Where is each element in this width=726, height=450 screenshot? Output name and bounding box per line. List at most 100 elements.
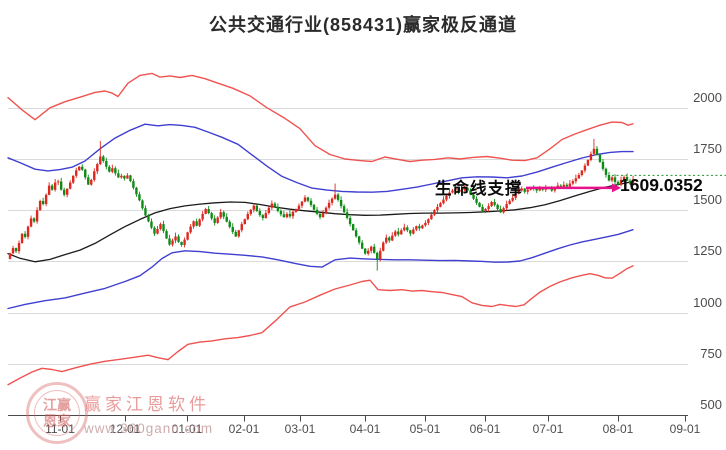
candle-body: [466, 187, 469, 191]
candle-body: [463, 187, 466, 190]
candle-body: [523, 188, 526, 192]
candle-body: [604, 168, 608, 175]
candle-body: [23, 233, 27, 237]
candle-body: [195, 221, 198, 226]
candle-body: [613, 177, 617, 182]
x-axis-label: 09-01: [669, 422, 701, 436]
candle-body: [568, 183, 572, 187]
lifeline-price-label: 1609.0352: [620, 175, 703, 195]
watermark-seal-characters: 江赢 恩家: [34, 390, 80, 436]
candle-body: [345, 212, 349, 218]
candle-body: [300, 201, 304, 206]
candle-body: [47, 185, 51, 195]
candle-body: [141, 200, 144, 209]
support-arrow-head: [612, 183, 621, 193]
candle-body: [520, 188, 523, 191]
candle-body: [159, 224, 162, 229]
candle-body: [65, 188, 69, 195]
lower-blue-line: [7, 228, 634, 310]
y-axis-label: 1750: [693, 141, 722, 156]
candle-body: [592, 148, 596, 154]
candle-body: [499, 209, 502, 213]
y-axis-label: 500: [700, 397, 722, 412]
candle-body: [354, 230, 358, 237]
candle-body: [291, 211, 295, 217]
candle-body: [394, 231, 397, 236]
candle-body: [559, 185, 563, 187]
candle-body: [50, 185, 54, 190]
candle-body: [252, 205, 256, 210]
candle-body: [249, 209, 252, 214]
watermark-brand: 赢家江恩软件: [84, 395, 210, 414]
x-axis-label: 08-01: [602, 422, 634, 436]
candle-body: [246, 213, 249, 220]
candle-body: [571, 181, 575, 184]
candle-body: [496, 204, 499, 209]
candle-body: [41, 201, 45, 205]
candle-body: [123, 175, 126, 179]
y-axis-label: 1500: [693, 192, 722, 208]
candle-body: [117, 173, 120, 178]
candle-body: [616, 181, 620, 185]
candle-body: [360, 242, 364, 249]
candle-body: [84, 169, 87, 178]
x-axis-label: 05-01: [409, 422, 441, 436]
candle-body: [493, 202, 496, 205]
candle-body: [261, 215, 265, 218]
candle-body: [62, 189, 66, 195]
candle-body: [225, 216, 228, 222]
candle-body: [427, 219, 430, 223]
candle-body: [108, 166, 111, 172]
candle-body: [132, 181, 135, 188]
candle-body: [577, 175, 581, 179]
candle-body: [460, 189, 463, 192]
candle-body: [312, 204, 316, 210]
candle-body: [400, 230, 403, 235]
candle-body: [379, 250, 382, 259]
candle-body: [192, 221, 195, 227]
candle-body: [376, 252, 379, 259]
candle-body: [135, 187, 138, 195]
candle-body: [327, 202, 331, 208]
candle-body: [237, 230, 240, 237]
upper-blue-line: [7, 123, 634, 193]
candle-body: [430, 214, 433, 220]
candle-body: [448, 192, 451, 196]
candle-body: [273, 203, 277, 207]
candle-body: [44, 194, 48, 204]
candle-body: [324, 207, 328, 213]
candle-body: [517, 190, 520, 194]
candle-body: [87, 177, 90, 185]
x-axis-label: 02-01: [228, 422, 260, 436]
candle-body: [445, 195, 448, 200]
candle-body: [481, 206, 484, 211]
candle-body: [370, 246, 373, 251]
seal-row-1: 江赢: [43, 397, 71, 413]
candle-body: [297, 205, 301, 209]
candle-body: [348, 218, 352, 225]
candle-body: [487, 206, 490, 209]
candle-body: [129, 175, 132, 182]
candle-body: [526, 189, 529, 192]
candle-body: [451, 190, 454, 193]
candle-body: [120, 175, 123, 178]
candle-body: [183, 239, 186, 245]
candle-body: [198, 219, 201, 226]
candle-body: [150, 221, 153, 228]
candle-body: [357, 236, 361, 243]
candle-body: [589, 153, 593, 160]
candle-body: [168, 238, 171, 245]
candle-body: [433, 210, 436, 215]
candle-body: [165, 231, 168, 239]
candle-body: [439, 203, 442, 207]
candle-body: [111, 168, 114, 172]
candle-body: [29, 218, 33, 227]
candle-body: [625, 177, 629, 181]
candle-body: [502, 208, 505, 213]
chart-title: 公共交通行业(858431)赢家极反通道: [208, 15, 518, 35]
candle-body: [598, 154, 602, 162]
candle-body: [105, 161, 108, 167]
candle-body: [38, 201, 42, 211]
candle-body: [72, 175, 75, 183]
candle-body: [138, 194, 141, 201]
